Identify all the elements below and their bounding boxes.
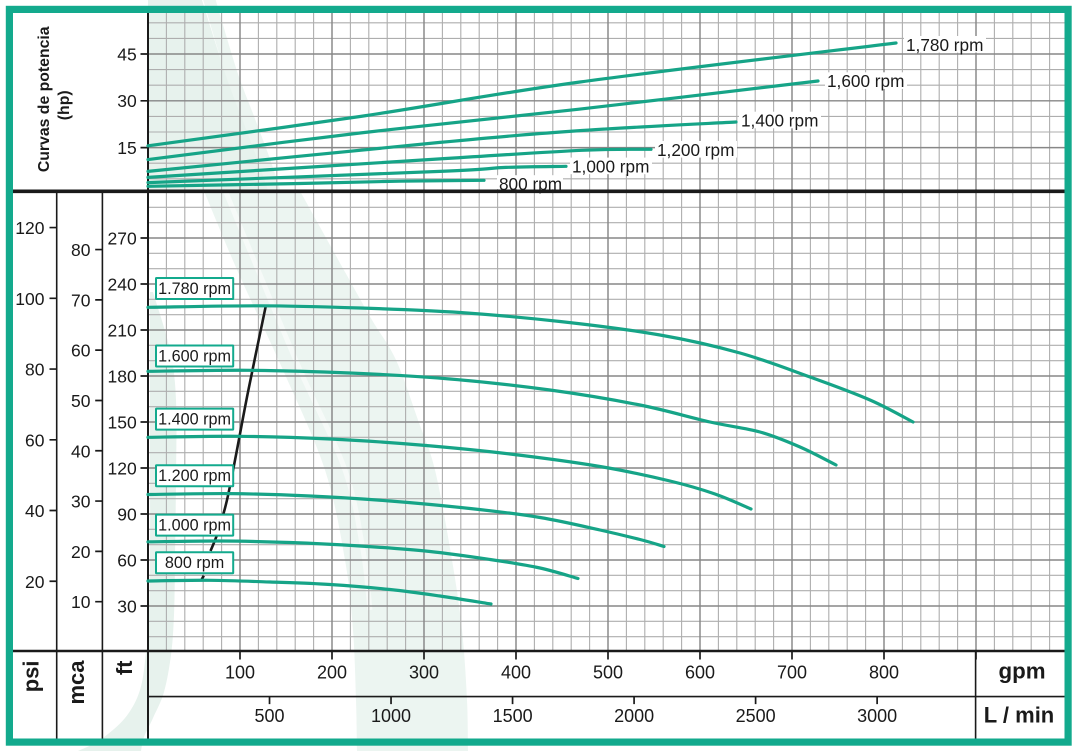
svg-text:1,200 rpm: 1,200 rpm: [657, 140, 734, 160]
svg-text:60: 60: [25, 430, 45, 450]
svg-text:20: 20: [25, 572, 45, 592]
svg-text:1,000 rpm: 1,000 rpm: [572, 157, 649, 177]
svg-text:1.000 rpm: 1.000 rpm: [158, 517, 231, 535]
svg-text:1.200 rpm: 1.200 rpm: [158, 467, 231, 485]
svg-text:20: 20: [71, 542, 91, 562]
svg-text:800 rpm: 800 rpm: [165, 554, 224, 572]
svg-text:1.400 rpm: 1.400 rpm: [158, 411, 231, 429]
svg-text:240: 240: [107, 274, 136, 294]
svg-text:30: 30: [117, 596, 137, 616]
svg-text:30: 30: [117, 91, 137, 111]
svg-text:90: 90: [117, 504, 137, 524]
svg-text:1.600 rpm: 1.600 rpm: [158, 347, 231, 365]
svg-text:70: 70: [71, 290, 91, 310]
svg-text:L / min: L / min: [984, 703, 1055, 728]
svg-text:15: 15: [117, 138, 136, 158]
svg-text:120: 120: [107, 458, 136, 478]
svg-text:1,780 rpm: 1,780 rpm: [906, 35, 983, 55]
svg-text:270: 270: [107, 228, 136, 248]
svg-text:30: 30: [71, 492, 91, 512]
svg-text:1000: 1000: [371, 706, 411, 726]
svg-text:10: 10: [71, 592, 91, 612]
svg-text:210: 210: [107, 320, 136, 340]
svg-text:(hp): (hp): [56, 90, 73, 120]
svg-text:1,600 rpm: 1,600 rpm: [827, 71, 904, 91]
svg-text:300: 300: [409, 662, 439, 682]
svg-text:80: 80: [71, 240, 91, 260]
svg-text:1500: 1500: [493, 706, 533, 726]
svg-text:50: 50: [71, 391, 91, 411]
svg-text:700: 700: [777, 662, 807, 682]
svg-text:120: 120: [15, 218, 44, 238]
svg-text:100: 100: [15, 289, 44, 309]
svg-text:800 rpm: 800 rpm: [499, 174, 562, 194]
svg-text:2500: 2500: [736, 706, 776, 726]
svg-text:2000: 2000: [614, 706, 654, 726]
svg-text:150: 150: [107, 412, 136, 432]
svg-text:80: 80: [25, 360, 45, 380]
svg-text:400: 400: [501, 662, 531, 682]
svg-text:60: 60: [71, 341, 91, 361]
svg-text:500: 500: [254, 706, 284, 726]
svg-text:Curvas de potencia: Curvas de potencia: [36, 26, 53, 172]
svg-text:mca: mca: [64, 660, 89, 705]
svg-text:600: 600: [685, 662, 715, 682]
svg-text:40: 40: [25, 501, 45, 521]
svg-text:40: 40: [71, 441, 91, 461]
svg-text:1,400 rpm: 1,400 rpm: [741, 111, 818, 131]
svg-text:100: 100: [225, 662, 255, 682]
svg-text:1.780 rpm: 1.780 rpm: [158, 280, 231, 298]
svg-text:3000: 3000: [857, 706, 897, 726]
svg-text:psi: psi: [19, 661, 44, 693]
svg-text:500: 500: [593, 662, 623, 682]
svg-text:800: 800: [869, 662, 899, 682]
svg-text:ft: ft: [112, 660, 137, 675]
svg-text:180: 180: [107, 366, 136, 386]
svg-text:60: 60: [117, 550, 137, 570]
svg-text:200: 200: [317, 662, 347, 682]
svg-text:gpm: gpm: [998, 659, 1045, 684]
svg-text:45: 45: [117, 44, 136, 64]
